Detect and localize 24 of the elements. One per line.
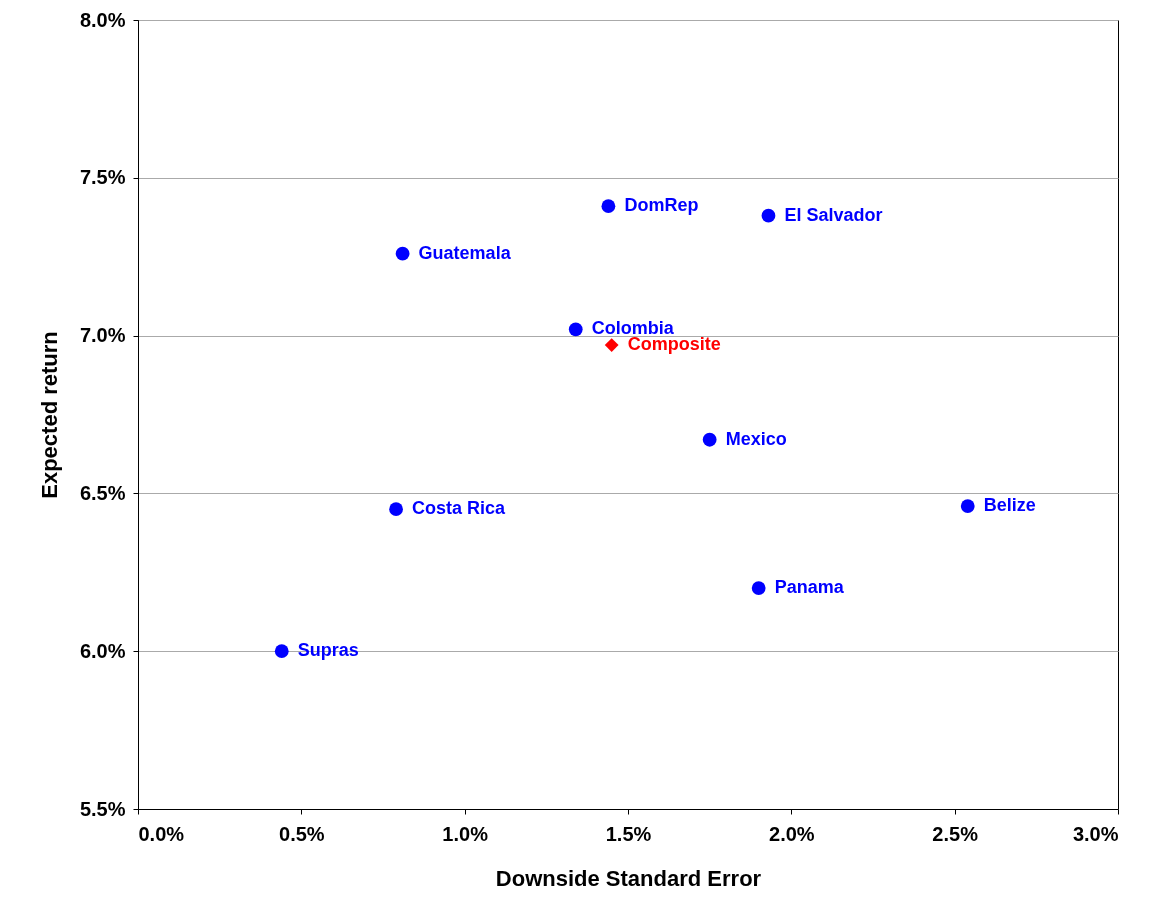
series-label: Supras: [297, 640, 359, 661]
series-label: Panama: [774, 577, 845, 598]
y-tick-label: 6.0%: [79, 639, 126, 662]
series-label: Belize: [983, 495, 1036, 516]
y-tick-label: 6.5%: [79, 481, 126, 504]
series-label: Mexico: [725, 428, 787, 449]
x-tick-label: 2.0%: [769, 822, 815, 845]
y-tick-label: 7.5%: [79, 166, 126, 189]
series-label: Guatemala: [418, 242, 512, 263]
x-tick-label: 1.5%: [605, 822, 652, 845]
y-tick-label: 8.0%: [79, 8, 126, 31]
x-tick-label: 3.0%: [1072, 822, 1119, 845]
series-label: Costa Rica: [412, 498, 507, 519]
series-label: El Salvador: [784, 204, 883, 225]
x-tick-label: 0.5%: [279, 822, 325, 845]
y-tick-label: 7.0%: [79, 324, 126, 347]
y-axis-title: Expected return: [36, 331, 62, 499]
x-tick-label: 0.0%: [138, 822, 185, 845]
series-label: Composite: [627, 334, 721, 355]
x-axis-title: Downside Standard Error: [495, 865, 762, 891]
y-tick-label: 5.5%: [79, 797, 126, 820]
series-label: DomRep: [624, 195, 699, 216]
x-tick-label: 2.5%: [932, 822, 979, 845]
x-tick-label: 1.0%: [442, 822, 489, 845]
